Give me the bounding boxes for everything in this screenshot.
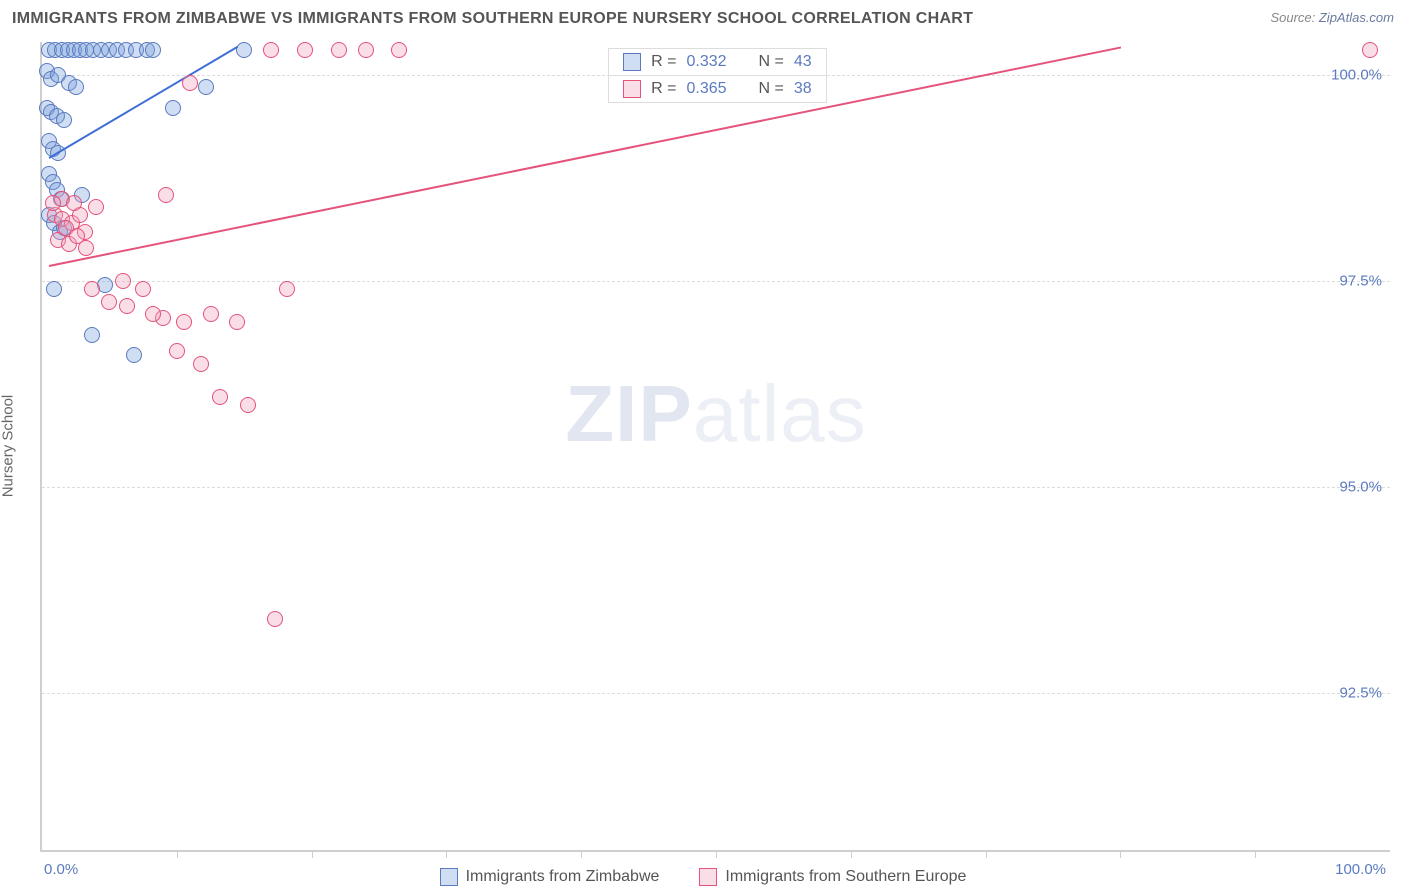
legend-swatch xyxy=(623,53,641,71)
source-attribution: Source: ZipAtlas.com xyxy=(1270,10,1394,25)
data-point xyxy=(46,281,62,297)
source-link[interactable]: ZipAtlas.com xyxy=(1319,10,1394,25)
data-point xyxy=(203,306,219,322)
data-point xyxy=(236,42,252,58)
n-value: 43 xyxy=(794,53,812,71)
data-point xyxy=(176,314,192,330)
data-point xyxy=(119,298,135,314)
chart-title: IMMIGRANTS FROM ZIMBABWE VS IMMIGRANTS F… xyxy=(12,10,973,27)
data-point xyxy=(88,199,104,215)
source-prefix: Source: xyxy=(1270,10,1318,25)
data-point xyxy=(84,281,100,297)
data-point xyxy=(56,112,72,128)
plot-area: 92.5%95.0%97.5%100.0% ZIPatlas R = 0.332… xyxy=(40,42,1390,852)
data-point xyxy=(263,42,279,58)
y-tick-label: 97.5% xyxy=(1339,273,1382,290)
correlation-legend: R = 0.332 N = 43 R = 0.365 N = 38 xyxy=(608,48,827,103)
data-point xyxy=(267,611,283,627)
data-point xyxy=(391,42,407,58)
data-point xyxy=(240,397,256,413)
data-point xyxy=(45,195,61,211)
data-point xyxy=(68,79,84,95)
data-point xyxy=(158,187,174,203)
data-point xyxy=(115,273,131,289)
data-point xyxy=(229,314,245,330)
x-tick xyxy=(581,850,582,858)
y-tick-label: 95.0% xyxy=(1339,479,1382,496)
data-point xyxy=(101,294,117,310)
legend-item: Immigrants from Southern Europe xyxy=(699,868,966,886)
legend-swatch xyxy=(699,868,717,886)
series-legend: Immigrants from Zimbabwe Immigrants from … xyxy=(0,868,1406,886)
n-label: N = xyxy=(759,80,784,98)
r-label: R = xyxy=(651,80,676,98)
legend-swatch xyxy=(440,868,458,886)
trend-line xyxy=(48,46,238,159)
x-tick xyxy=(851,850,852,858)
data-point xyxy=(126,347,142,363)
data-point xyxy=(145,306,161,322)
y-tick-label: 100.0% xyxy=(1331,66,1382,83)
x-tick xyxy=(1120,850,1121,858)
x-tick xyxy=(177,850,178,858)
r-label: R = xyxy=(651,53,676,71)
gridline xyxy=(42,487,1390,488)
data-point xyxy=(193,356,209,372)
data-point xyxy=(69,228,85,244)
data-point xyxy=(182,75,198,91)
r-value: 0.332 xyxy=(687,53,727,71)
data-point xyxy=(66,195,82,211)
legend-item: Immigrants from Zimbabwe xyxy=(440,868,660,886)
gridline xyxy=(42,281,1390,282)
data-point xyxy=(279,281,295,297)
y-axis-title: Nursery School xyxy=(0,395,17,498)
x-tick xyxy=(716,850,717,858)
legend-label: Immigrants from Southern Europe xyxy=(725,868,966,886)
n-value: 38 xyxy=(794,80,812,98)
legend-row: R = 0.365 N = 38 xyxy=(609,76,826,102)
legend-row: R = 0.332 N = 43 xyxy=(609,49,826,76)
data-point xyxy=(198,79,214,95)
data-point xyxy=(84,327,100,343)
data-point xyxy=(297,42,313,58)
x-tick xyxy=(312,850,313,858)
data-point xyxy=(165,100,181,116)
data-point xyxy=(145,42,161,58)
x-tick xyxy=(1255,850,1256,858)
x-tick xyxy=(986,850,987,858)
r-value: 0.365 xyxy=(687,80,727,98)
data-point xyxy=(212,389,228,405)
data-point xyxy=(135,281,151,297)
legend-swatch xyxy=(623,80,641,98)
gridline xyxy=(42,693,1390,694)
data-point xyxy=(169,343,185,359)
x-tick xyxy=(446,850,447,858)
legend-label: Immigrants from Zimbabwe xyxy=(466,868,660,886)
data-point xyxy=(1362,42,1378,58)
data-point xyxy=(331,42,347,58)
n-label: N = xyxy=(759,53,784,71)
y-tick-label: 92.5% xyxy=(1339,685,1382,702)
data-point xyxy=(358,42,374,58)
